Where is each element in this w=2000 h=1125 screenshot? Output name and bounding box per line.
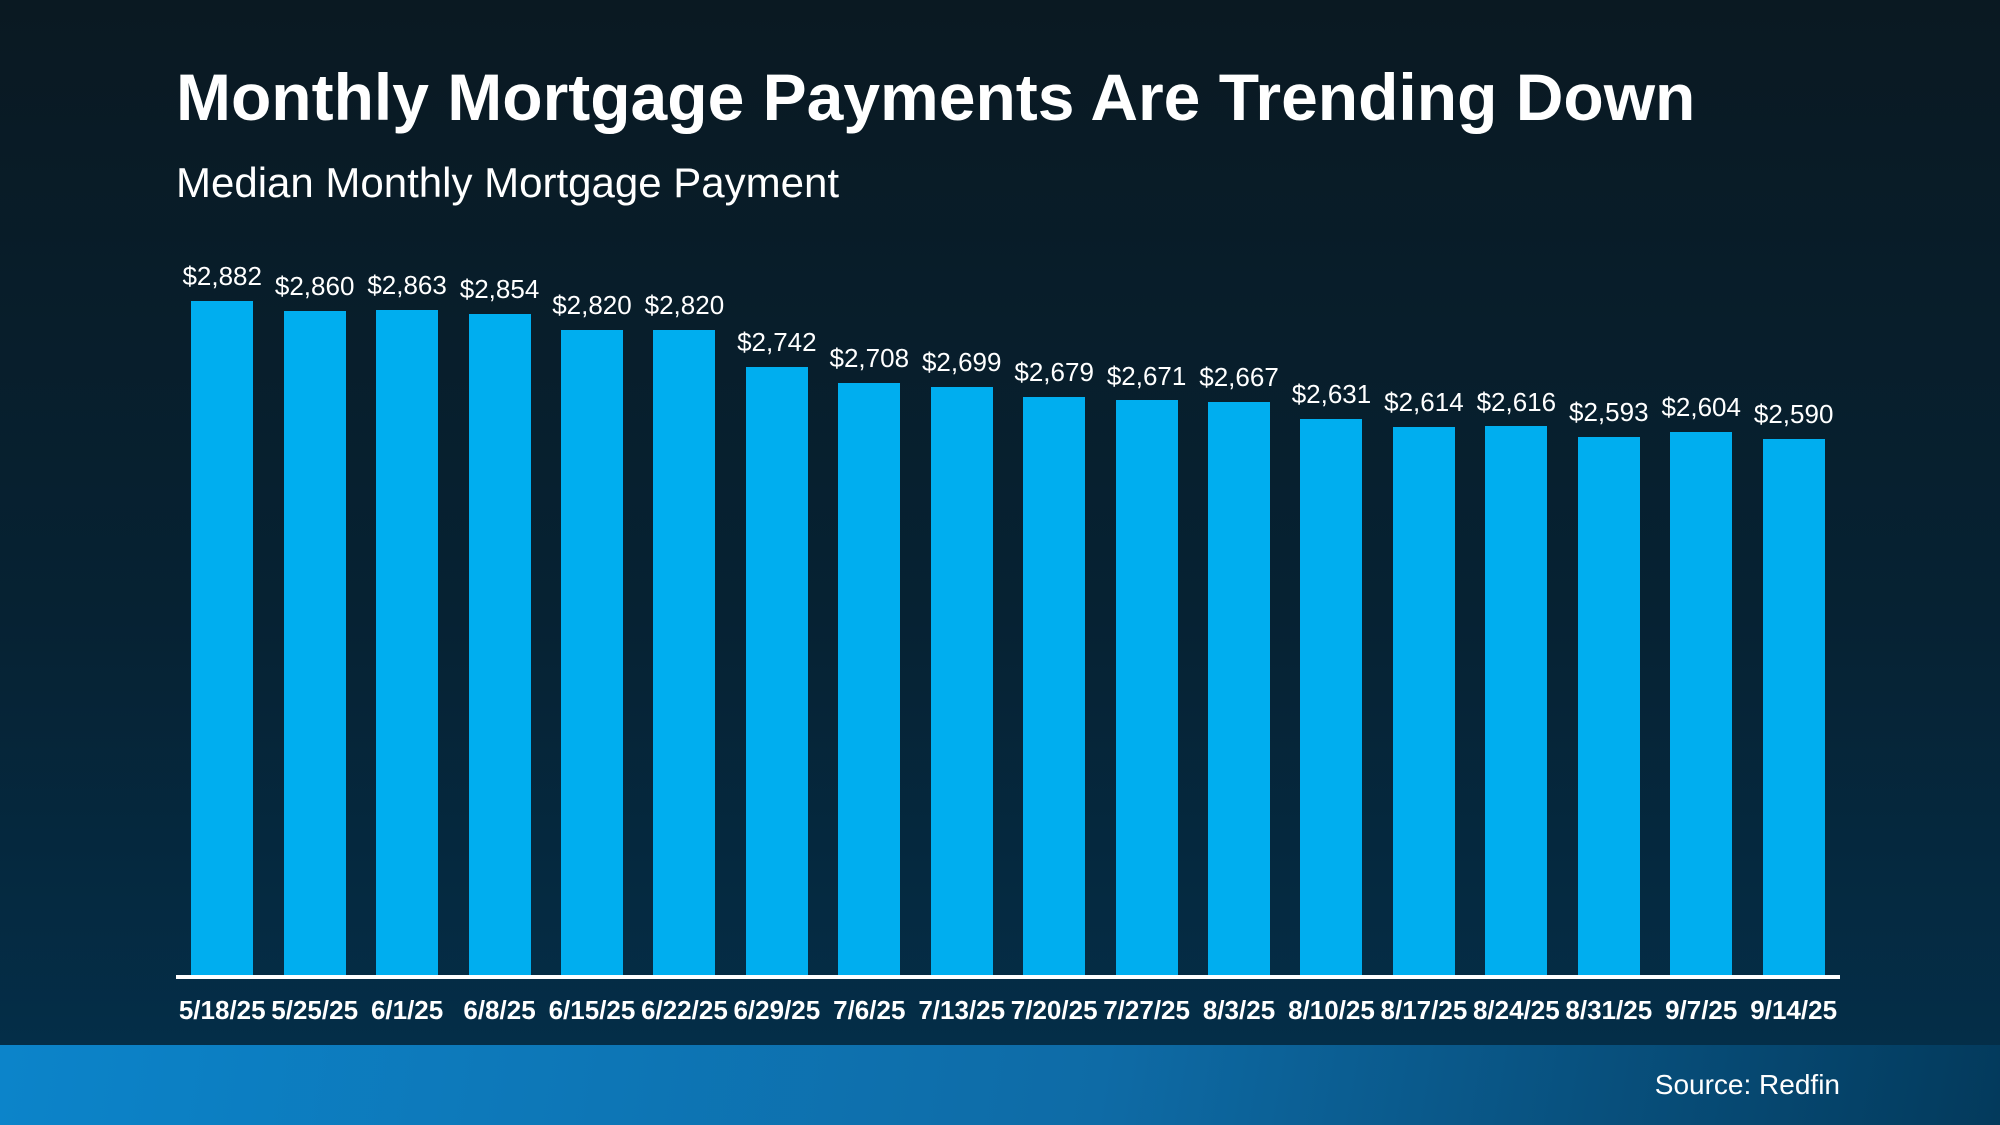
bar-value-label: $2,667	[1199, 362, 1279, 393]
x-axis-label: 7/20/25	[1010, 995, 1098, 1025]
bar	[191, 300, 254, 977]
bar	[1670, 432, 1733, 977]
bar-group: $2,614	[1378, 0, 1470, 977]
bar	[283, 311, 346, 977]
bar-group: $2,616	[1470, 0, 1562, 977]
bar-value-label: $2,708	[829, 343, 910, 374]
bar-group: $2,631	[1285, 0, 1377, 977]
bar-group: $2,742	[731, 0, 823, 977]
x-axis-labels: 5/18/25 5/25/25 6/1/25 6/8/25 6/15/25 6/22/25…	[176, 994, 1840, 1028]
chart-title: Monthly Mortgage Payments Are Trending D…	[176, 60, 1696, 134]
x-axis-label: 7/6/25	[833, 995, 906, 1025]
bar-group: $2,590	[1747, 0, 1839, 977]
bar	[1023, 396, 1086, 977]
bar-value-label: $2,699	[921, 347, 1002, 378]
bar-value-label: $2,616	[1476, 386, 1557, 417]
x-axis-line	[176, 975, 1840, 979]
bar-value-label: $2,820	[644, 290, 725, 321]
x-axis-label: 8/17/25	[1380, 995, 1468, 1025]
bar-value-label: $2,590	[1753, 398, 1834, 429]
bar	[1115, 400, 1178, 977]
bar-group: $2,671	[1100, 0, 1192, 977]
bar-value-label: $2,631	[1291, 379, 1372, 410]
bar-value-label: $2,820	[552, 290, 632, 321]
bar	[1208, 402, 1271, 977]
x-axis-label: 6/29/25	[733, 995, 821, 1025]
bar	[376, 309, 439, 977]
bar-group: $2,860	[268, 0, 360, 977]
x-axis-label: 9/7/25	[1665, 995, 1738, 1025]
bar-group: $2,882	[176, 0, 268, 977]
bar	[1392, 427, 1455, 977]
bar-value-label: $2,742	[737, 327, 817, 358]
x-axis-label: 6/8/25	[463, 995, 536, 1025]
bar-group: $2,593	[1563, 0, 1655, 977]
x-axis-label: 8/31/25	[1565, 995, 1653, 1025]
bar-group: $2,863	[361, 0, 453, 977]
x-axis-label: 6/1/25	[370, 995, 444, 1025]
bar-value-label: $2,614	[1384, 387, 1464, 418]
chart-subtitle: Median Monthly Mortgage Payment	[176, 159, 839, 206]
bar-group: $2,667	[1193, 0, 1285, 977]
bar-value-label: $2,671	[1106, 360, 1187, 391]
x-axis-label: 9/14/25	[1750, 995, 1838, 1025]
x-axis-label: 5/25/25	[271, 995, 359, 1025]
footer-bar: Source: Redfin	[0, 1045, 2000, 1125]
bar	[930, 387, 993, 977]
bar-group: $2,679	[1008, 0, 1100, 977]
x-axis-label: 5/18/25	[178, 995, 266, 1025]
bar	[468, 314, 531, 977]
bar-value-label: $2,854	[459, 274, 540, 305]
x-axis-label: 8/3/25	[1202, 995, 1276, 1025]
bar	[653, 330, 716, 977]
bar-group: $2,604	[1655, 0, 1747, 977]
bar-value-label: $2,882	[182, 260, 262, 291]
x-axis-label: 6/22/25	[641, 995, 728, 1025]
bar-value-label: $2,860	[274, 271, 355, 302]
source-credit: Source: Redfin	[1654, 1069, 1840, 1100]
bar-group: $2,820	[546, 0, 638, 977]
bar	[1300, 419, 1363, 977]
x-axis-label: 7/13/25	[918, 995, 1006, 1025]
bar	[1762, 438, 1825, 977]
bar-group: $2,708	[823, 0, 915, 977]
bar-value-label: $2,863	[367, 269, 447, 300]
bar	[1577, 437, 1640, 977]
bar	[560, 330, 623, 977]
bar	[745, 366, 808, 977]
bar-group: $2,820	[638, 0, 730, 977]
bar-value-label: $2,593	[1569, 397, 1649, 428]
x-axis-label: 8/24/25	[1472, 995, 1560, 1025]
bar	[838, 382, 901, 977]
bar	[1485, 426, 1548, 977]
bar-group: $2,854	[453, 0, 545, 977]
bar-chart: $2,882 $2,860 $2,863 $2,854 $2,820 $2,820 $2,7…	[176, 0, 1840, 1125]
bar-group: $2,699	[916, 0, 1008, 977]
x-axis-label: 6/15/25	[548, 995, 636, 1025]
x-axis-label: 7/27/25	[1103, 995, 1190, 1025]
bar-value-label: $2,604	[1661, 392, 1741, 423]
bar-chart-plot-area: $2,882 $2,860 $2,863 $2,854 $2,820 $2,820 $2,7…	[176, 0, 1840, 977]
bar-value-label: $2,679	[1014, 356, 1094, 387]
x-axis-label: 8/10/25	[1288, 995, 1375, 1025]
